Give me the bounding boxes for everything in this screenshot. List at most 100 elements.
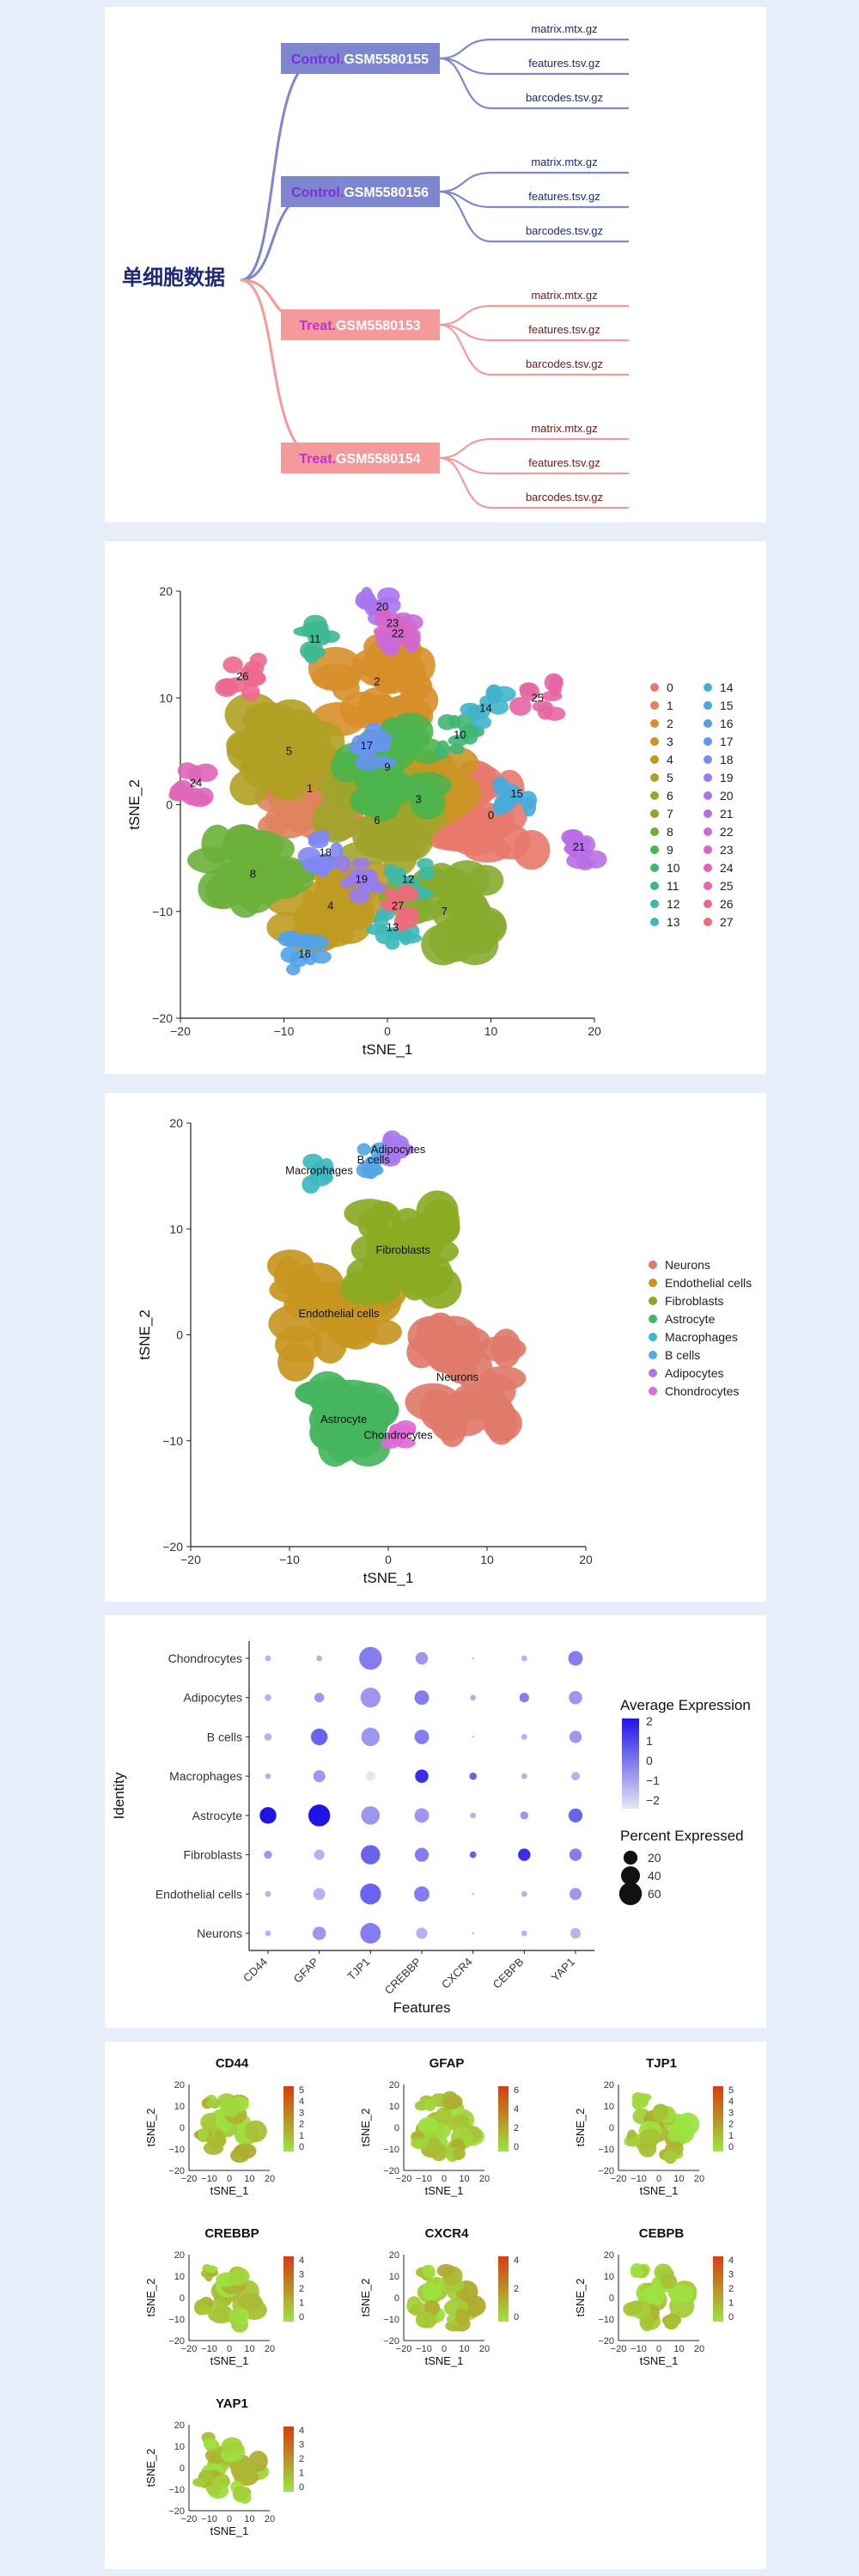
cluster-5-points	[224, 693, 355, 806]
celltype-3-points	[295, 1370, 399, 1468]
feature-point	[220, 2097, 241, 2118]
cluster-point	[337, 855, 350, 873]
cluster-point	[294, 934, 308, 948]
feature-y-tick-label: −20	[383, 2336, 399, 2347]
cluster-label-1: 1	[307, 782, 313, 795]
cluster-point	[375, 925, 393, 944]
feature-scale-tick: 2	[299, 2120, 304, 2130]
feature-x-tick-label: 20	[694, 2174, 704, 2184]
legend-label-0: 0	[667, 681, 673, 694]
cluster-point	[463, 837, 511, 863]
legend-label-celltype-0: Neurons	[665, 1258, 710, 1272]
celltype-7-points	[380, 1420, 417, 1450]
legend-swatch-3	[650, 737, 659, 746]
cluster-point	[194, 787, 214, 806]
dot-col-label: CD44	[241, 1956, 270, 1985]
legend-swatch-16	[704, 719, 712, 728]
feature-scale-tick: 1	[728, 2131, 734, 2141]
dot-GFAP-2	[310, 1728, 328, 1746]
feature-plots-grid: CD44−20 −10 0 10 2020100−10−20tSNE_1tSNE_254…	[144, 2056, 734, 2537]
feature-plots-panel: CD44 −20 −10 0 10 20 20 10 0 −10 −20 tSNE_1 tSNE_2 5 4…	[105, 2042, 766, 2569]
feature-x-axis-title: tSNE_1	[425, 2354, 464, 2367]
celltype-point	[326, 1430, 358, 1463]
cluster-label-11: 11	[309, 632, 321, 645]
celltypes-x-tick-label: 10	[480, 1553, 494, 1566]
feature-scale-tick: 4	[514, 2104, 519, 2115]
celltypes-y-tick-label: 10	[169, 1222, 183, 1236]
legend-label-5: 5	[667, 771, 673, 784]
file-branch	[439, 57, 629, 110]
legend-label-celltype-6: Adipocytes	[665, 1366, 723, 1380]
feature-point	[411, 2138, 427, 2149]
legend-swatch-4	[650, 755, 659, 764]
feature-y-tick-label: 10	[174, 2102, 185, 2112]
celltypes-y-tick-label: 20	[169, 1116, 183, 1130]
feature-point	[206, 2099, 219, 2108]
feature-point	[652, 2103, 669, 2121]
cluster-point	[519, 682, 540, 701]
feature-y-tick-label: −20	[383, 2166, 399, 2176]
cluster-point	[509, 697, 532, 716]
feature-x-tick-label: 10	[244, 2174, 254, 2184]
celltype-point	[295, 1280, 340, 1318]
dot-YAP1-3	[571, 1772, 580, 1781]
legend-label-14: 14	[720, 681, 734, 694]
cluster-label-13: 13	[387, 920, 399, 933]
feature-y-tick-label: 20	[174, 2080, 185, 2091]
feature-plot-TJP1: TJP1−20 −10 0 10 2020100−10−20tSNE_1tSNE_254…	[574, 2056, 734, 2197]
cluster-point	[305, 740, 338, 769]
dot-GFAP-3	[313, 1770, 326, 1783]
feature-x-tick-label: −20	[611, 2344, 627, 2354]
feature-scale-tick: 1	[299, 2469, 304, 2479]
cluster-label-23: 23	[387, 616, 399, 629]
legend-label-3: 3	[667, 735, 673, 748]
file-label: matrix.mtx.gz	[531, 156, 597, 168]
file-branch	[439, 38, 629, 60]
feature-scale-tick: 4	[299, 2256, 304, 2266]
feature-scale-bar	[498, 2256, 509, 2322]
feature-scale-tick: 3	[728, 2270, 734, 2280]
file-label: features.tsv.gz	[528, 57, 600, 70]
cluster-point	[383, 864, 398, 879]
feature-scale-tick: 2	[514, 2284, 519, 2294]
cluster-point	[177, 762, 198, 779]
file-branch	[439, 190, 629, 209]
feature-x-axis-title: tSNE_1	[210, 2354, 249, 2367]
feature-scale-tick: 0	[514, 2142, 519, 2152]
dot-row-label: B cells	[207, 1730, 242, 1743]
feature-point	[198, 2128, 210, 2140]
feature-y-tick-label: −20	[598, 2336, 614, 2347]
feature-x-tick-label: 0	[442, 2174, 447, 2184]
feature-x-tick-label: 10	[673, 2344, 684, 2354]
dot-CXCR4-1	[470, 1694, 477, 1701]
feature-y-tick-label: −20	[598, 2166, 614, 2176]
cluster-point	[584, 850, 607, 869]
dot-y-axis-title: Identity	[111, 1772, 127, 1819]
feature-scale-bar	[498, 2086, 509, 2152]
cluster-point	[436, 740, 450, 760]
group-label: Control.GSM5580155	[291, 52, 429, 67]
feature-scale-bar	[283, 2256, 294, 2322]
celltype-point	[424, 1328, 467, 1374]
clusters-x-tick-label: 10	[484, 1024, 498, 1038]
celltypes-y-tick-label: 0	[176, 1328, 183, 1342]
feature-point	[231, 2461, 257, 2481]
feature-point	[237, 2292, 262, 2310]
cluster-label-21: 21	[573, 840, 585, 853]
legend-swatch-celltype-2	[649, 1297, 657, 1305]
size-legend-dot	[620, 1865, 641, 1886]
clusters-x-tick-label: −10	[274, 1024, 295, 1038]
cluster-26-points	[215, 652, 267, 702]
feature-y-tick-label: −20	[168, 2166, 185, 2176]
cluster-point	[286, 963, 301, 975]
legend-label-celltype-1: Endothelial cells	[665, 1276, 752, 1290]
feature-y-tick-label: 10	[604, 2102, 614, 2112]
feature-x-tick-label: 20	[694, 2344, 704, 2354]
feature-point	[436, 2263, 456, 2278]
expression-dotplot: Chondrocytes Adipocytes B cells Macrophages…	[111, 1641, 751, 2016]
dot-YAP1-5	[569, 1848, 582, 1861]
dot-CEBPB-7	[521, 1930, 527, 1937]
clusters-y-tick-label: −20	[152, 1011, 173, 1025]
dot-GFAP-0	[316, 1655, 323, 1662]
celltypes-y-tick-label: −20	[162, 1540, 183, 1554]
